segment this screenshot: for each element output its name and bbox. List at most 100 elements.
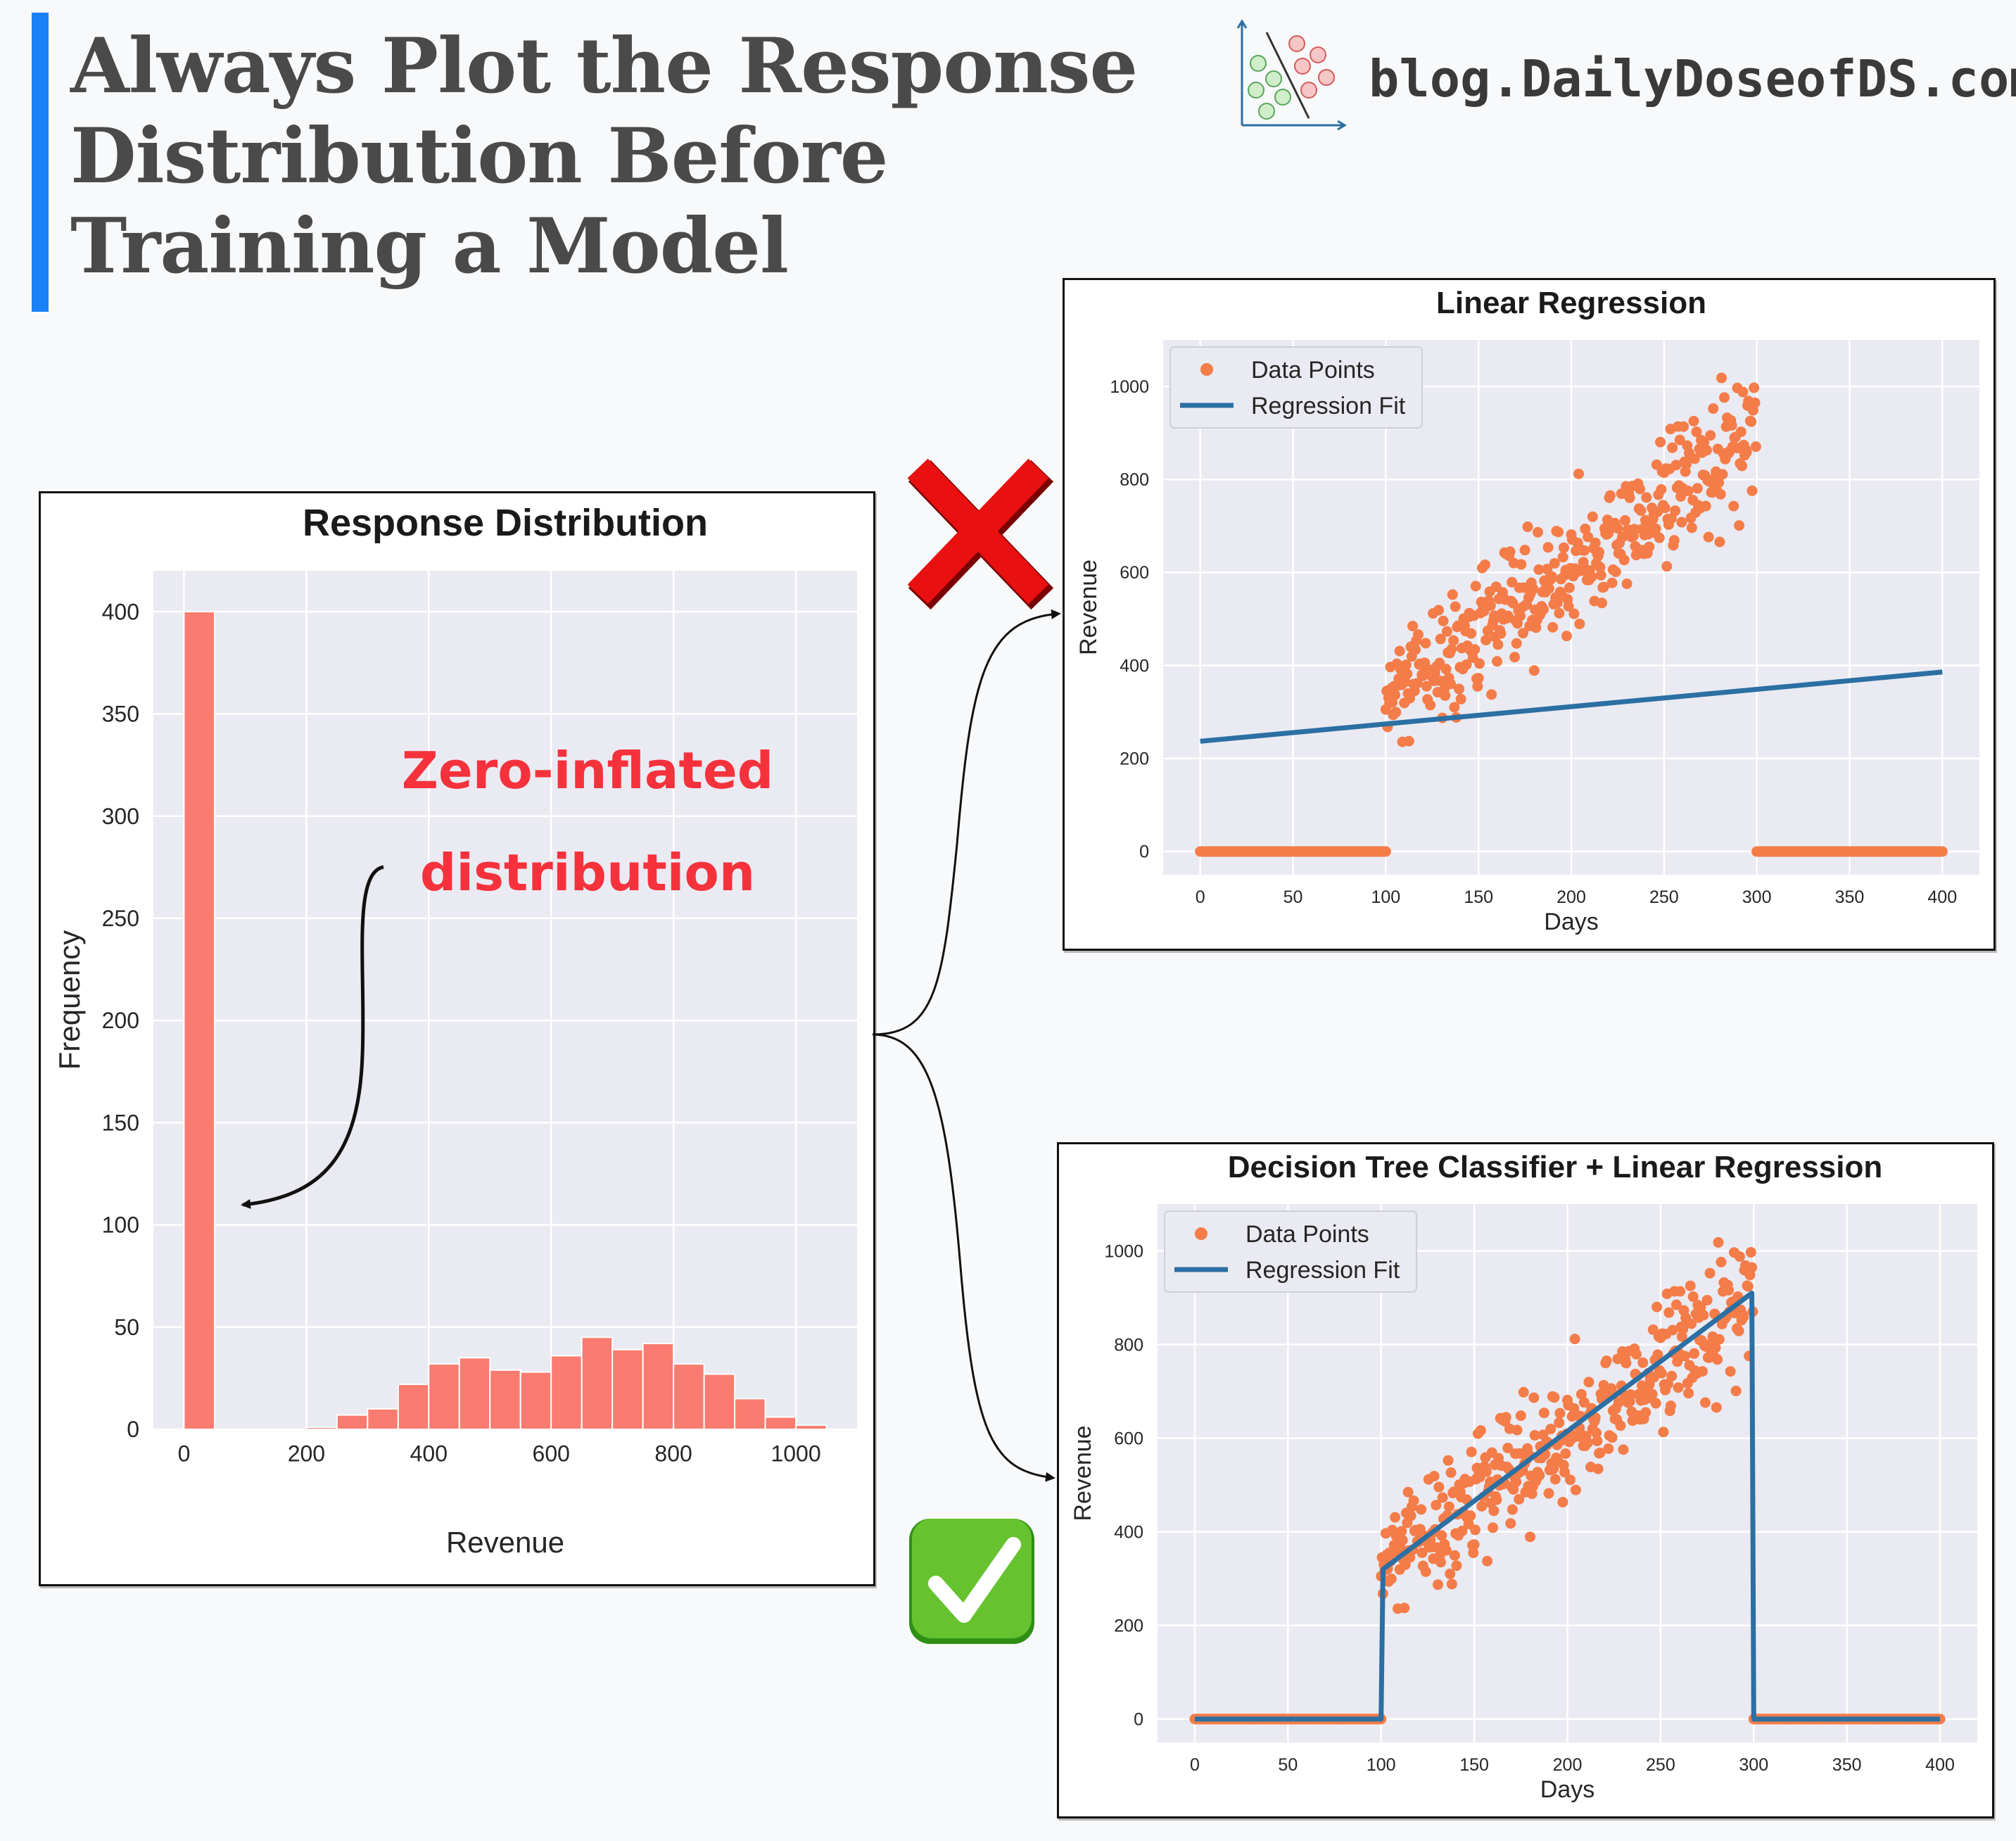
- histogram-bar: [550, 1355, 583, 1431]
- data-point: [1408, 1495, 1419, 1506]
- x-tick-label: 0: [178, 1441, 191, 1467]
- data-point: [1668, 535, 1680, 546]
- data-point: [1676, 517, 1687, 528]
- data-point: [1674, 434, 1685, 445]
- page-title: Always Plot the Response Distribution Be…: [70, 21, 1138, 291]
- data-point: [1568, 608, 1580, 619]
- data-point: [1450, 601, 1461, 612]
- data-point: [1650, 523, 1661, 534]
- linear-regression-chart: 0 50 100 150 200 250 300 350 400 0 200 400 600 800 100…: [1075, 286, 1979, 935]
- data-point: [1440, 690, 1451, 701]
- data-point: [1587, 511, 1598, 522]
- data-point: [1583, 531, 1594, 543]
- data-point: [1433, 605, 1444, 616]
- data-point: [1549, 1474, 1561, 1485]
- data-point: [1675, 1286, 1686, 1297]
- title-line-3: Training a Model: [70, 202, 789, 291]
- data-point: [1482, 1555, 1493, 1567]
- data-point: [1746, 1262, 1758, 1273]
- data-point: [1683, 1388, 1694, 1399]
- data-point: [1534, 1469, 1545, 1481]
- data-point: [1673, 1382, 1684, 1393]
- legend-marker-points: [1200, 363, 1213, 376]
- data-point: [1682, 486, 1694, 497]
- data-point: [1553, 526, 1564, 538]
- histogram-bar: [458, 1357, 491, 1431]
- data-point: [1595, 569, 1606, 581]
- data-point: [1476, 1500, 1488, 1512]
- data-point: [1529, 1430, 1540, 1441]
- data-point: [1658, 1426, 1669, 1438]
- data-point: [1592, 1435, 1603, 1446]
- data-point: [1533, 526, 1544, 538]
- data-point: [1557, 1496, 1568, 1507]
- data-point: [1485, 600, 1496, 612]
- x-tick-label: 0: [1196, 887, 1205, 907]
- data-point: [1492, 639, 1504, 650]
- data-point: [1717, 469, 1728, 480]
- data-point: [1606, 577, 1618, 588]
- data-point: [1617, 531, 1628, 543]
- data-point: [1635, 483, 1646, 495]
- data-point: [1470, 581, 1481, 592]
- histogram-bar: [764, 1416, 797, 1430]
- legend-marker-points: [1195, 1227, 1207, 1240]
- data-point: [1742, 1281, 1754, 1292]
- data-point: [1395, 1543, 1407, 1554]
- data-point: [1511, 1424, 1523, 1436]
- data-point: [1413, 629, 1424, 640]
- brand-url: blog.DailyDoseofDS.com: [1369, 49, 2016, 108]
- histogram-bar: [673, 1363, 705, 1430]
- y-tick-label: 300: [102, 804, 139, 829]
- data-point: [1446, 1579, 1457, 1590]
- data-point: [1619, 514, 1630, 526]
- data-point: [1666, 1370, 1678, 1381]
- x-tick-label: 200: [1557, 887, 1586, 907]
- data-point: [1652, 1349, 1663, 1360]
- data-point: [1407, 621, 1419, 632]
- data-point: [1507, 576, 1518, 588]
- data-point: [1705, 430, 1716, 441]
- histogram-bar: [489, 1369, 521, 1431]
- y-axis-label: Revenue: [1070, 1425, 1096, 1521]
- data-point: [1641, 492, 1652, 503]
- data-point: [1481, 635, 1492, 646]
- y-tick-label: 0: [127, 1417, 139, 1442]
- data-point: [1435, 633, 1446, 645]
- data-point: [1517, 628, 1528, 639]
- x-tick-label: 250: [1646, 1755, 1675, 1775]
- data-point: [1613, 1397, 1624, 1408]
- data-point: [1400, 676, 1411, 688]
- data-point: [1441, 626, 1452, 637]
- data-point: [1515, 610, 1526, 621]
- data-point: [1528, 665, 1540, 676]
- x-tick-label: 600: [533, 1441, 570, 1467]
- y-tick-label: 150: [102, 1110, 139, 1135]
- data-point: [1507, 1504, 1518, 1515]
- data-point: [1735, 426, 1746, 438]
- data-point: [1481, 1466, 1492, 1477]
- data-point: [1686, 522, 1697, 533]
- data-point: [1457, 1525, 1468, 1536]
- data-point: [1479, 559, 1490, 570]
- histogram-bar: [581, 1336, 614, 1431]
- data-point: [1402, 1486, 1414, 1498]
- data-point: [1601, 1355, 1612, 1367]
- x-tick-label: 50: [1278, 1755, 1298, 1775]
- data-point: [1713, 1334, 1725, 1345]
- title-line-2: Distribution Before: [70, 112, 889, 201]
- y-tick-label: 250: [102, 906, 139, 931]
- x-tick-label: 350: [1832, 1755, 1862, 1775]
- data-point: [1560, 1448, 1571, 1460]
- data-point: [1672, 1356, 1683, 1367]
- data-point: [1652, 1301, 1663, 1312]
- data-point: [1390, 707, 1402, 718]
- x-tick-label: 100: [1371, 887, 1401, 907]
- y-tick-label: 400: [102, 599, 139, 624]
- data-point: [1745, 1246, 1756, 1258]
- data-point: [1594, 547, 1605, 558]
- data-point: [1689, 453, 1700, 464]
- data-point: [1691, 426, 1702, 438]
- data-point: [1554, 1407, 1566, 1419]
- data-point: [1576, 1388, 1587, 1400]
